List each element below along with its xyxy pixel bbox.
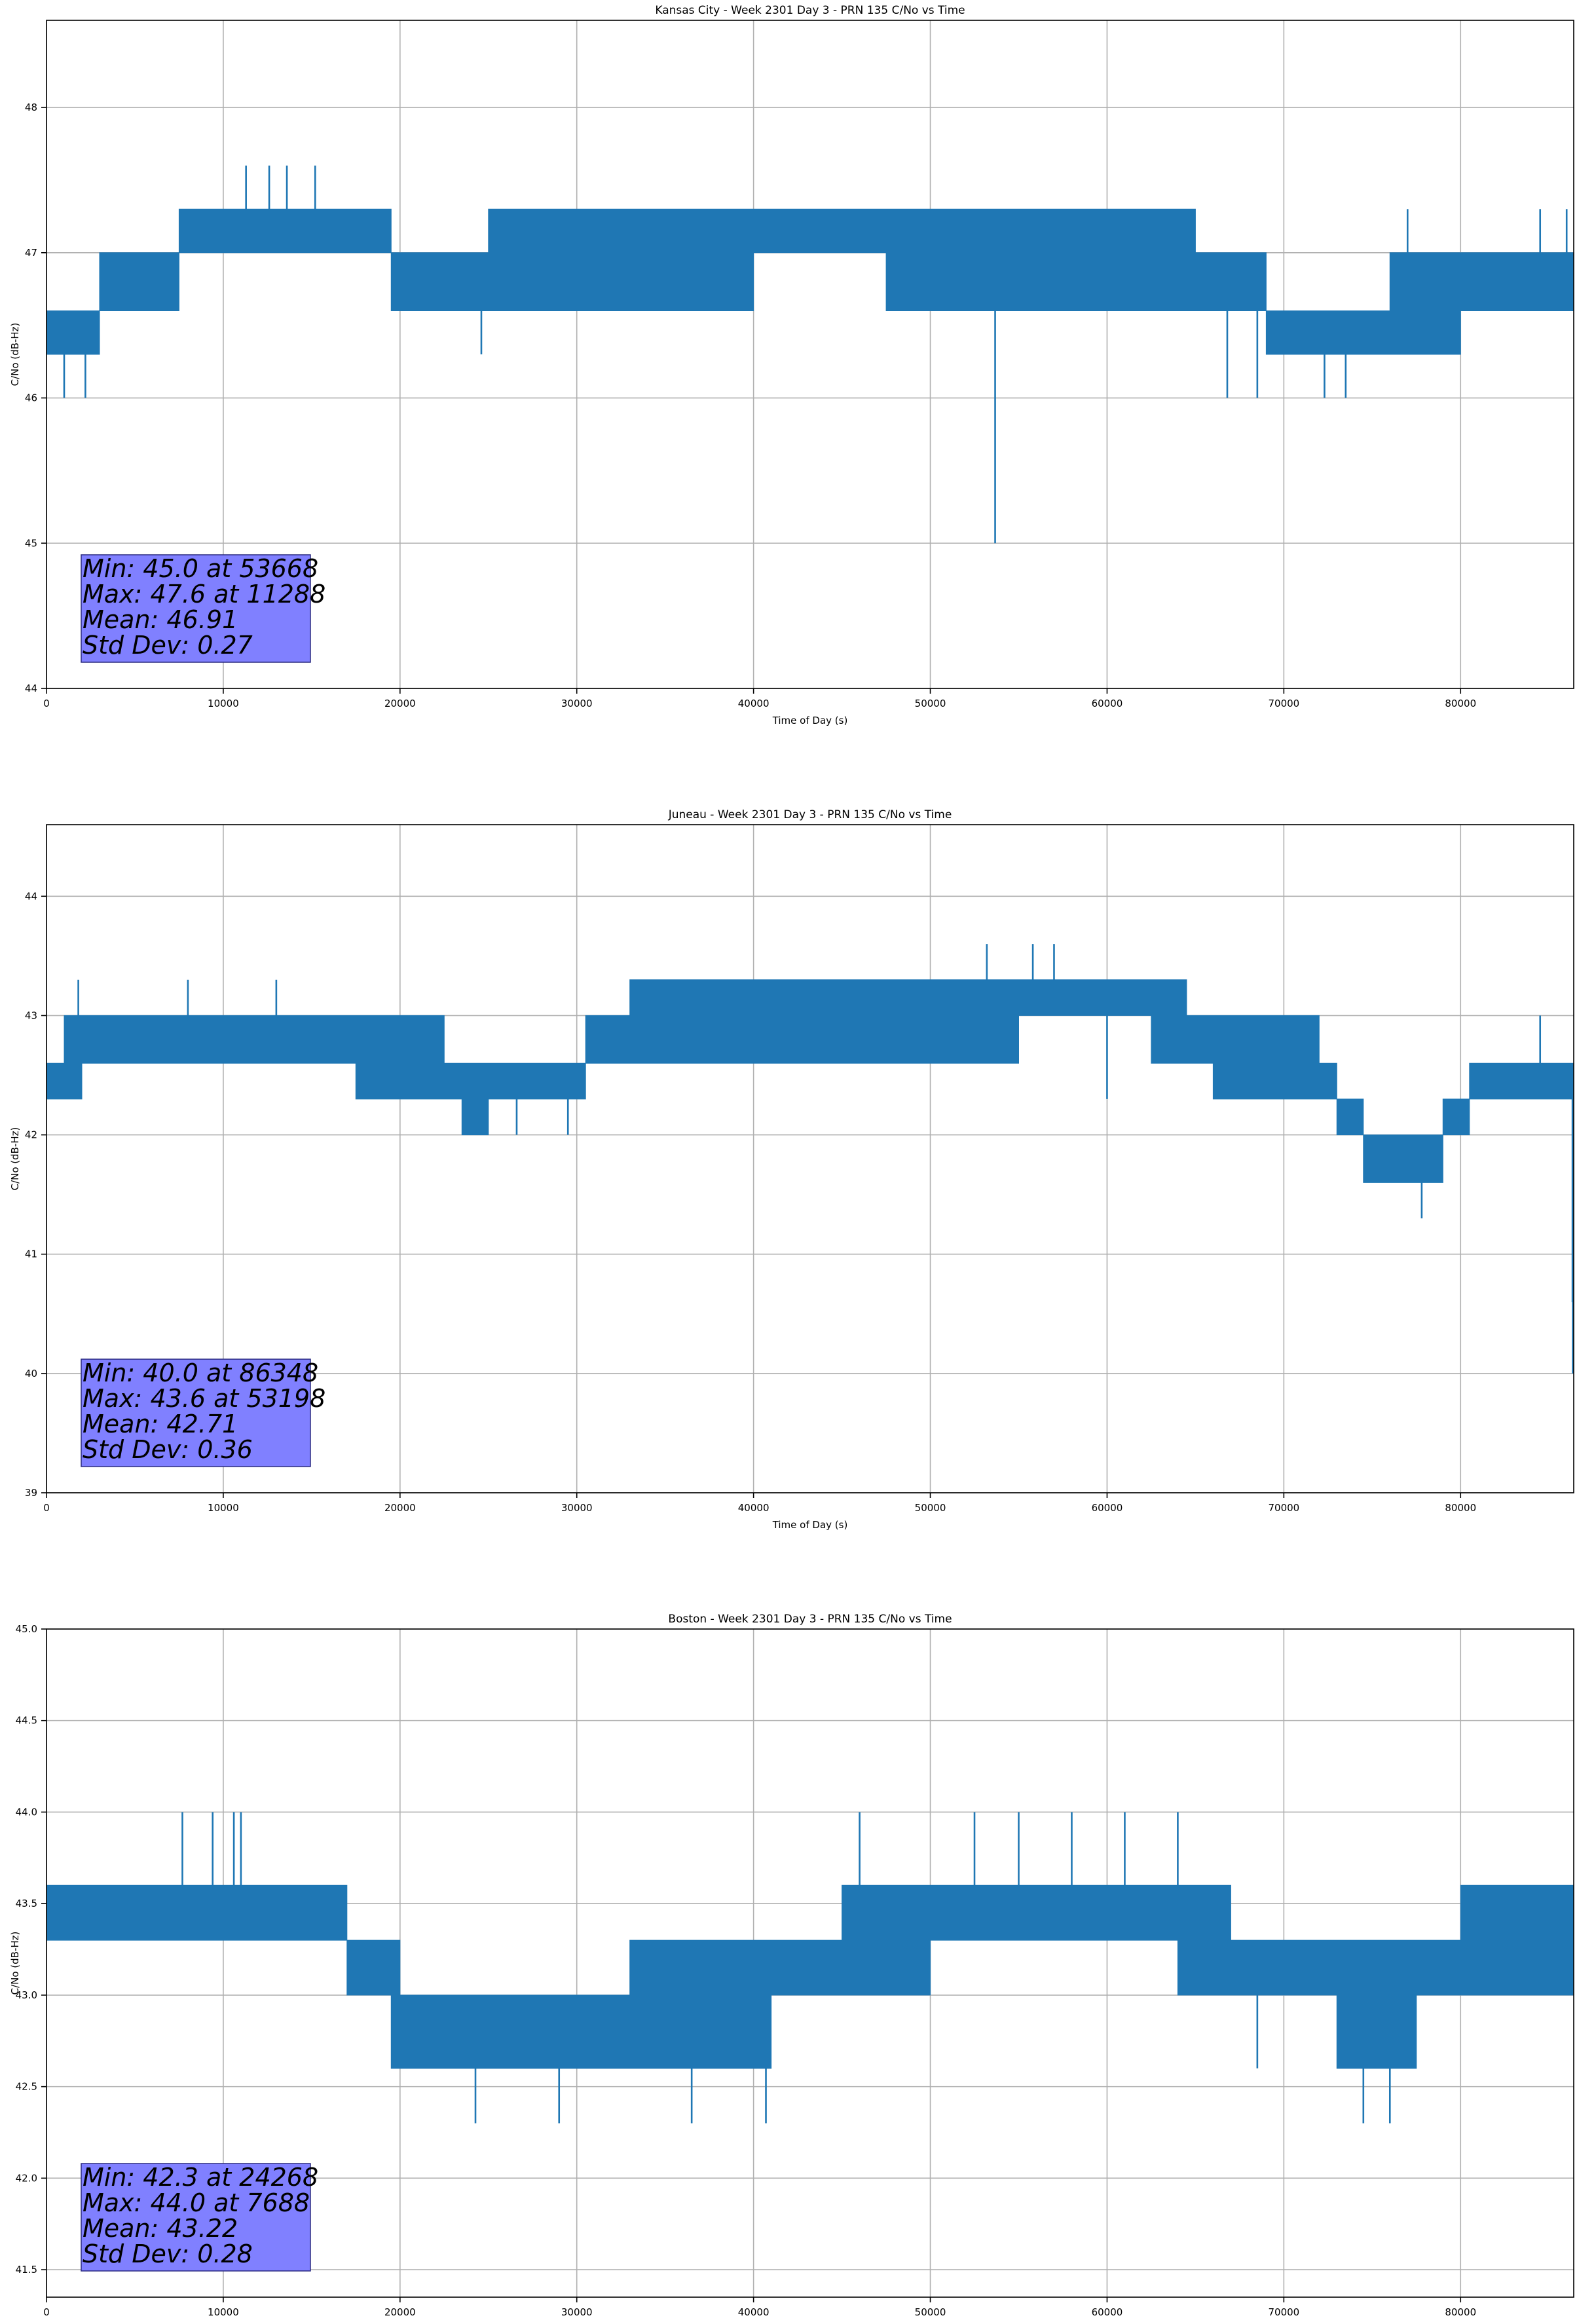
chart-2-x-tick-label-6: 60000 bbox=[1092, 2306, 1123, 2318]
chart-2-title: Boston - Week 2301 Day 3 - PRN 135 C/No … bbox=[668, 1613, 952, 1626]
chart-0-title: Kansas City - Week 2301 Day 3 - PRN 135 … bbox=[655, 4, 965, 17]
chart-1-x-tick-label-7: 70000 bbox=[1268, 1502, 1299, 1514]
chart-1-series-band bbox=[46, 979, 1574, 1303]
chart-2-stats-box bbox=[81, 2163, 311, 2272]
chart-2-stats-line-3: Std Dev: 0.28 bbox=[83, 2240, 253, 2268]
chart-1-x-tick-label-2: 20000 bbox=[384, 1502, 416, 1514]
chart-1-y-tick-label-1: 40 bbox=[25, 1368, 37, 1379]
chart-2-stats-line-2: Mean: 43.22 bbox=[83, 2214, 238, 2243]
chart-1-stats-line-2: Mean: 42.71 bbox=[83, 1410, 238, 1438]
chart-1-stats-line-3: Std Dev: 0.36 bbox=[83, 1435, 253, 1464]
chart-0-axes-frame bbox=[46, 20, 1574, 689]
chart-1-stats-box bbox=[81, 1359, 311, 1467]
chart-1-y-tick-label-4: 43 bbox=[25, 1009, 37, 1021]
chart-1-x-label: Time of Day (s) bbox=[772, 1519, 848, 1531]
chart-2-x-tick-label-7: 70000 bbox=[1268, 2306, 1299, 2318]
chart-1-stats-line-1: Max: 43.6 at 53198 bbox=[83, 1384, 325, 1413]
chart-1-stats-line-0: Min: 40.0 at 86348 bbox=[83, 1359, 318, 1387]
chart-2-x-tick-label-2: 20000 bbox=[384, 2306, 416, 2318]
subplot-juneau: 0 10000 20000 30000 40000 50000 60000 70000 8000… bbox=[9, 808, 1574, 1531]
chart-1-x-tick-label-4: 40000 bbox=[738, 1502, 770, 1514]
chart-1-x-tick-label-5: 50000 bbox=[915, 1502, 946, 1514]
chart-2-y-tick-label-3: 43.0 bbox=[16, 1989, 37, 2001]
chart-1-y-tick-label-3: 42 bbox=[25, 1129, 37, 1141]
chart-2-y-tick-label-4: 43.5 bbox=[16, 1898, 37, 1909]
chart-1-title: Juneau - Week 2301 Day 3 - PRN 135 C/No … bbox=[668, 808, 952, 821]
chart-0-y-tick-label-0: 44 bbox=[25, 683, 37, 694]
chart-0-y-tick-label-3: 47 bbox=[25, 247, 37, 259]
chart-1-x-tick-label-8: 80000 bbox=[1445, 1502, 1476, 1514]
chart-2-y-tick-label-7: 45.0 bbox=[16, 1623, 37, 1635]
chart-2-axes-frame bbox=[46, 1628, 1574, 2298]
chart-1-y-tick-label-2: 41 bbox=[25, 1248, 37, 1260]
chart-2-x-tick-label-0: 0 bbox=[43, 2306, 50, 2318]
chart-0-x-label: Time of Day (s) bbox=[772, 715, 848, 726]
chart-0-y-tick-label-1: 45 bbox=[25, 537, 37, 549]
chart-1-axes-frame bbox=[46, 824, 1574, 1493]
chart-0-stats-box bbox=[81, 554, 311, 663]
chart-1-y-tick-label-5: 44 bbox=[25, 890, 37, 902]
chart-2-x-tick-label-1: 10000 bbox=[208, 2306, 239, 2318]
chart-2-y-tick-label-1: 42.0 bbox=[16, 2172, 37, 2184]
chart-0-stats-line-0: Min: 45.0 at 53668 bbox=[83, 554, 318, 583]
chart-2-y-tick-label-5: 44.0 bbox=[16, 1806, 37, 1818]
chart-0-stats-line-3: Std Dev: 0.27 bbox=[83, 631, 253, 660]
chart-0-stats-line-2: Mean: 46.91 bbox=[83, 605, 238, 634]
chart-0-x-tick-label-2: 20000 bbox=[384, 698, 416, 709]
chart-1-x-tick-label-0: 0 bbox=[43, 1502, 50, 1514]
chart-2-x-tick-label-4: 40000 bbox=[738, 2306, 770, 2318]
chart-0-y-tick-label-4: 48 bbox=[25, 102, 37, 113]
chart-2-y-tick-label-0: 41.5 bbox=[16, 2264, 37, 2276]
chart-0-y-label: C/No (dB-Hz) bbox=[9, 323, 21, 386]
chart-0-x-tick-label-0: 0 bbox=[43, 698, 50, 709]
chart-0-x-tick-label-8: 80000 bbox=[1445, 698, 1476, 709]
chart-1-x-tick-label-3: 30000 bbox=[561, 1502, 593, 1514]
chart-0-x-tick-label-6: 60000 bbox=[1092, 698, 1123, 709]
chart-2-x-tick-label-8: 80000 bbox=[1445, 2306, 1476, 2318]
subplot-kansas-city: 0 10000 20000 30000 40000 50000 60000 70000 8000… bbox=[9, 4, 1574, 726]
chart-0-x-tick-label-5: 50000 bbox=[915, 698, 946, 709]
chart-1-x-tick-label-6: 60000 bbox=[1092, 1502, 1123, 1514]
chart-1-y-tick-label-0: 39 bbox=[25, 1487, 37, 1499]
chart-2-stats-line-1: Max: 44.0 at 7688 bbox=[83, 2188, 310, 2217]
chart-2-y-tick-label-2: 42.5 bbox=[16, 2081, 37, 2093]
chart-1-x-tick-label-1: 10000 bbox=[208, 1502, 239, 1514]
chart-2-y-label: C/No (dB-Hz) bbox=[9, 1932, 21, 1995]
chart-0-x-tick-label-1: 10000 bbox=[208, 698, 239, 709]
chart-0-x-tick-label-4: 40000 bbox=[738, 698, 770, 709]
chart-0-x-tick-label-7: 70000 bbox=[1268, 698, 1299, 709]
chart-2-stats-line-0: Min: 42.3 at 24268 bbox=[83, 2163, 318, 2192]
chart-2-y-tick-label-6: 44.5 bbox=[16, 1715, 37, 1727]
chart-2-series-band bbox=[46, 1884, 1574, 2069]
chart-2-x-tick-label-5: 50000 bbox=[915, 2306, 946, 2318]
chart-2-x-tick-label-3: 30000 bbox=[561, 2306, 593, 2318]
chart-0-x-tick-label-3: 30000 bbox=[561, 698, 593, 709]
subplot-boston: 0 10000 20000 30000 40000 50000 60000 70000 8000… bbox=[9, 1613, 1574, 2324]
chart-0-stats-line-1: Max: 47.6 at 11288 bbox=[83, 580, 325, 609]
chart-1-y-label: C/No (dB-Hz) bbox=[9, 1127, 21, 1191]
chart-0-y-tick-label-2: 46 bbox=[25, 392, 37, 404]
